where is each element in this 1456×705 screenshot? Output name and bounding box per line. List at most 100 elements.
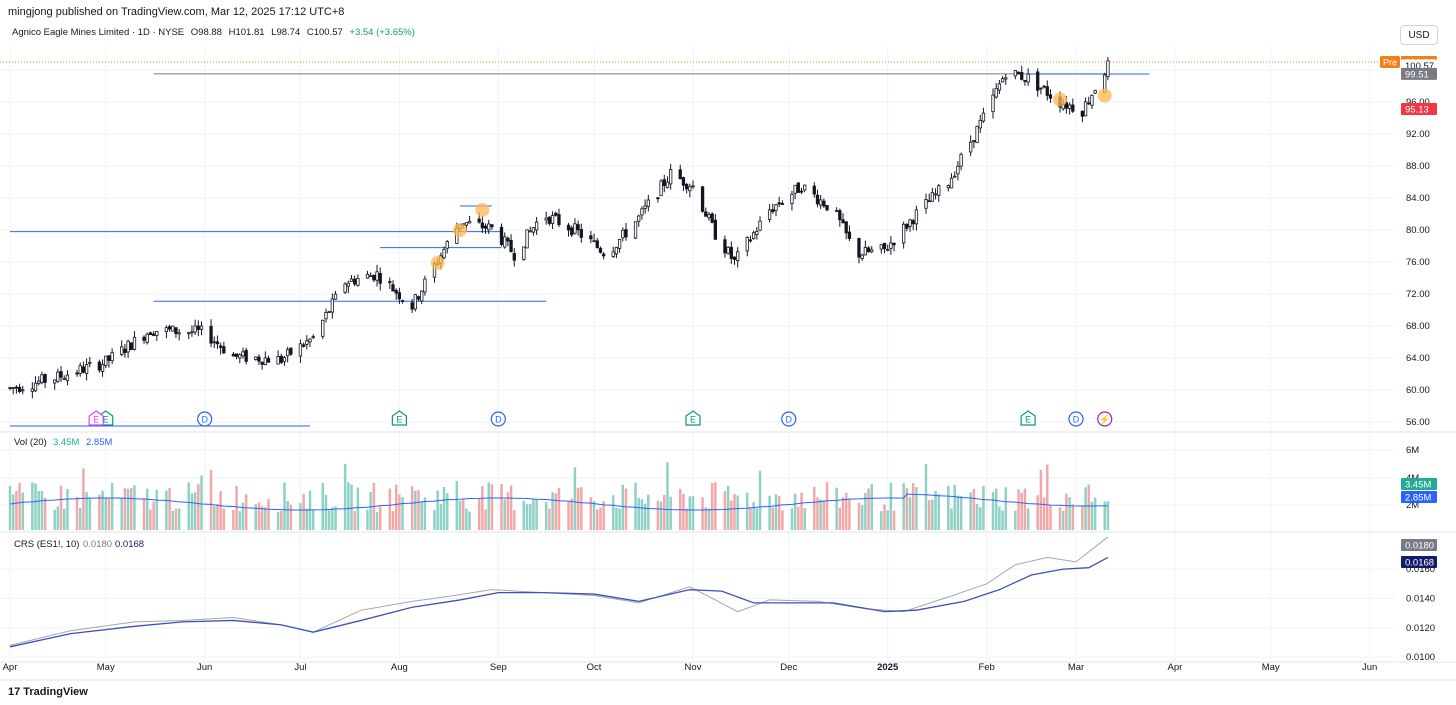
volume-bar <box>589 497 593 530</box>
candle-body <box>190 331 194 334</box>
volume-bar <box>394 484 398 530</box>
candle-body <box>589 235 593 240</box>
candle <box>799 187 804 195</box>
crs-badge <box>1401 539 1437 551</box>
candle <box>576 220 580 236</box>
candle-body <box>825 205 829 211</box>
dividend-icon <box>781 411 797 427</box>
currency-button[interactable]: USD <box>1400 25 1438 45</box>
volume-bar <box>490 484 494 530</box>
volume-bar <box>56 506 60 530</box>
volume-bar <box>682 494 685 530</box>
crs-title: CRS (ES1!, 10) <box>14 539 79 550</box>
candle-body <box>732 256 737 260</box>
volume-bar <box>477 499 481 530</box>
candle <box>420 290 424 304</box>
symbol-legend: Agnico Eagle Mines Limited · 1D · NYSE O… <box>12 27 419 38</box>
candle <box>707 212 711 221</box>
candle-body <box>531 227 536 233</box>
candle-body <box>863 247 868 256</box>
volume-bar <box>34 483 37 530</box>
time-axis-label: Oct <box>587 662 602 673</box>
candle <box>774 204 778 217</box>
candle <box>646 194 650 212</box>
candle-body <box>308 338 312 343</box>
candle-body <box>748 239 753 242</box>
volume-bar <box>956 495 960 530</box>
candle <box>557 208 561 228</box>
volume-badge <box>1401 478 1437 490</box>
volume-bar <box>1065 493 1068 530</box>
candle-body <box>1004 77 1008 80</box>
candle-body <box>723 239 727 254</box>
candle <box>624 223 628 241</box>
candle-body <box>780 203 785 205</box>
candle <box>863 240 868 256</box>
candle <box>40 371 44 385</box>
tradingview-brand: TradingView <box>23 686 88 698</box>
volume-bar <box>63 508 66 530</box>
candle-body <box>132 336 137 350</box>
volume-bar <box>554 493 558 530</box>
candle <box>21 385 25 395</box>
event-d-icon: D <box>1068 411 1084 427</box>
candle-body <box>1045 86 1049 96</box>
candle <box>330 293 335 319</box>
candle-body <box>43 374 47 383</box>
volume-bar <box>911 483 915 530</box>
candle-body <box>617 239 622 249</box>
candle <box>937 183 941 202</box>
candle <box>812 182 816 198</box>
candle-body <box>241 351 245 357</box>
candle-body <box>1016 71 1021 75</box>
candle <box>681 176 686 192</box>
volume-ma-value: 2.85M <box>86 437 112 448</box>
volume-bar <box>506 492 510 530</box>
candle-body <box>487 223 491 231</box>
candle <box>263 351 267 366</box>
candle <box>442 246 446 260</box>
candle <box>56 368 60 383</box>
candle-body <box>59 371 63 378</box>
candle-body <box>1048 94 1053 99</box>
dividend-icon <box>490 411 506 427</box>
split-icon <box>1097 411 1113 427</box>
candle-body <box>286 349 290 357</box>
candle <box>311 334 315 340</box>
open-value: O98.88 <box>190 27 222 38</box>
volume-bar <box>1071 504 1075 530</box>
price-axis-label: 96.00 <box>1406 97 1430 108</box>
volume-bar <box>461 499 465 530</box>
volume-bar <box>149 509 152 530</box>
volume-bar <box>934 491 937 530</box>
candle <box>614 246 619 259</box>
symbol-title[interactable]: Agnico Eagle Mines Limited · 1D · NYSE <box>12 27 185 38</box>
volume-bar <box>216 504 219 530</box>
volume-bar <box>299 503 302 530</box>
volume-bar <box>867 488 870 530</box>
candle <box>882 242 887 254</box>
volume-bar <box>1087 484 1091 530</box>
candle-body <box>866 247 871 253</box>
volume-bar <box>902 483 905 530</box>
candle <box>841 213 845 224</box>
event-letter: D <box>201 415 208 425</box>
candle-body <box>40 374 44 384</box>
candles <box>8 57 1110 399</box>
volume-bar <box>870 484 873 530</box>
candle-body <box>953 175 957 178</box>
volume-bar <box>634 482 637 530</box>
candle <box>171 325 175 332</box>
candle <box>378 267 382 291</box>
candle-body <box>595 240 599 248</box>
candle-body <box>633 221 638 239</box>
candle-body <box>525 229 529 249</box>
candle <box>847 225 852 242</box>
volume-bar <box>219 491 222 530</box>
tradingview-logo[interactable]: 17 TradingView <box>8 686 88 698</box>
candle-body <box>767 209 772 220</box>
candle <box>142 335 146 344</box>
volume-bar <box>991 492 995 530</box>
candle-body <box>343 283 347 293</box>
